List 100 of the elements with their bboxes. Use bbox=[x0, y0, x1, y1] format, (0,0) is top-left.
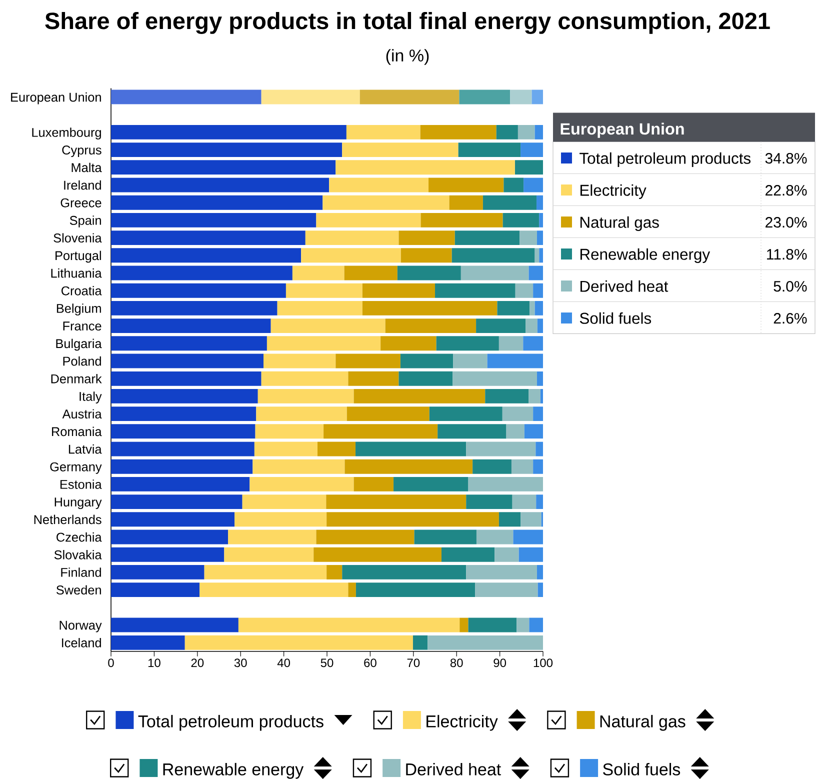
bar bbox=[242, 494, 326, 510]
y-tick-label: Denmark bbox=[51, 374, 102, 384]
bar bbox=[326, 512, 499, 527]
bar bbox=[428, 178, 504, 192]
bar bbox=[264, 354, 336, 368]
text: Renewable energy bbox=[163, 762, 304, 779]
bar bbox=[536, 564, 544, 580]
bar bbox=[540, 388, 544, 404]
bar bbox=[397, 266, 461, 280]
bar bbox=[412, 635, 428, 650]
bar bbox=[441, 547, 495, 562]
legend-label: Renewable energy bbox=[580, 248, 710, 264]
y-tick-label: France bbox=[63, 322, 102, 331]
bar bbox=[111, 283, 286, 298]
bar bbox=[346, 406, 430, 422]
bar bbox=[502, 406, 534, 422]
bar bbox=[111, 160, 336, 175]
bar bbox=[301, 248, 401, 263]
bar bbox=[111, 248, 302, 263]
bar bbox=[472, 459, 512, 474]
bar bbox=[466, 564, 537, 580]
bar bbox=[111, 512, 235, 527]
bar bbox=[336, 160, 515, 175]
bar bbox=[511, 459, 534, 474]
legend-label: Total petroleum products bbox=[138, 714, 324, 731]
bar bbox=[316, 212, 421, 228]
bar bbox=[506, 424, 524, 439]
y-tick-label: Finland bbox=[61, 568, 101, 577]
bar bbox=[518, 124, 535, 140]
bar bbox=[111, 230, 306, 246]
bar bbox=[261, 90, 360, 104]
bar bbox=[460, 266, 529, 280]
bar bbox=[256, 406, 347, 422]
bar bbox=[536, 442, 544, 456]
bar bbox=[344, 266, 398, 280]
bar bbox=[487, 354, 544, 368]
bar bbox=[270, 318, 386, 334]
bar bbox=[530, 300, 535, 316]
bar bbox=[523, 336, 544, 351]
bar bbox=[534, 248, 540, 263]
bar bbox=[502, 212, 540, 228]
bar bbox=[354, 388, 486, 404]
bar bbox=[336, 354, 400, 368]
bar bbox=[111, 494, 242, 510]
bar bbox=[362, 300, 498, 316]
bar bbox=[111, 547, 224, 562]
y-tick-label: Malta bbox=[72, 162, 102, 172]
bar bbox=[400, 248, 452, 263]
text: Solid fuels bbox=[603, 762, 680, 776]
y-tick-label: Germany bbox=[50, 462, 102, 474]
bar bbox=[348, 582, 356, 598]
bar bbox=[316, 530, 414, 544]
bar bbox=[520, 142, 544, 158]
bar bbox=[111, 336, 267, 351]
text: Total petroleum products bbox=[580, 152, 751, 168]
bar bbox=[539, 248, 544, 263]
bar bbox=[224, 547, 314, 562]
bar bbox=[111, 388, 258, 404]
x-tick-label: 30 bbox=[234, 658, 247, 668]
bar bbox=[398, 230, 455, 246]
bar bbox=[261, 371, 348, 386]
bar bbox=[468, 618, 517, 632]
bar bbox=[111, 476, 250, 492]
x-tick-label: 60 bbox=[364, 658, 376, 668]
bar bbox=[528, 266, 544, 280]
bar bbox=[428, 635, 544, 650]
bar bbox=[326, 564, 342, 580]
y-tick-label: Portugal bbox=[56, 250, 101, 263]
y-tick-label: Romania bbox=[52, 426, 102, 436]
text: 2.6% bbox=[774, 313, 807, 324]
bar bbox=[346, 124, 420, 140]
bar bbox=[504, 178, 524, 192]
bar bbox=[111, 371, 262, 386]
bar bbox=[536, 195, 544, 210]
x-tick-label: 10 bbox=[148, 658, 160, 668]
bar bbox=[496, 124, 518, 140]
bar bbox=[400, 354, 454, 368]
bar bbox=[111, 530, 228, 544]
bar bbox=[111, 142, 342, 158]
text: 34.8% bbox=[765, 153, 807, 164]
legend-label: Electricity bbox=[426, 714, 498, 731]
bar bbox=[348, 371, 399, 386]
bar bbox=[485, 388, 529, 404]
bar bbox=[497, 300, 530, 316]
bar bbox=[452, 371, 537, 386]
bar bbox=[515, 283, 534, 298]
bar bbox=[460, 618, 468, 632]
y-tick-label: Belgium bbox=[56, 304, 101, 316]
bar bbox=[228, 530, 316, 544]
x-tick-label: 90 bbox=[494, 658, 506, 668]
bar bbox=[532, 90, 544, 104]
bar bbox=[111, 406, 256, 422]
bar bbox=[277, 300, 362, 316]
bar bbox=[476, 318, 526, 334]
bar bbox=[494, 547, 519, 562]
bar bbox=[454, 230, 520, 246]
y-tick-label: Poland bbox=[63, 356, 101, 366]
x-tick-label: 80 bbox=[450, 658, 463, 668]
bar bbox=[200, 582, 348, 598]
x-tick-label: 0 bbox=[108, 658, 114, 668]
